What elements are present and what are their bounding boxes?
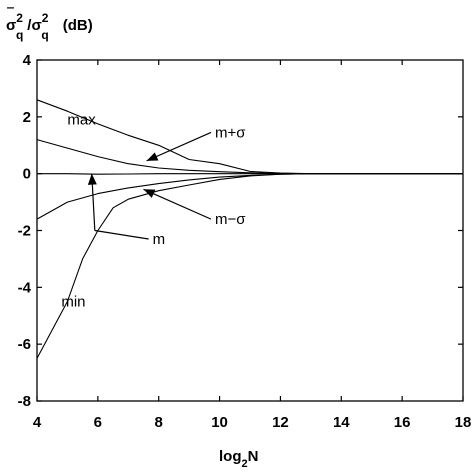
y-tick-label: -6 [18, 336, 31, 353]
x-tick-label: 16 [394, 414, 411, 431]
y-label-num-sub: q [16, 28, 23, 42]
annotation-arrow-line [143, 188, 212, 220]
x-label-base: log [219, 448, 242, 465]
annotation-leader-line [94, 229, 149, 240]
series-label: m−σ [215, 211, 246, 228]
series-line [36, 139, 463, 175]
y-label-num-sup: 2 [16, 11, 23, 25]
x-tick-label: 12 [272, 414, 289, 431]
x-tick-label: 10 [211, 414, 228, 431]
y-label-den-base: σ [31, 17, 41, 34]
y-tick-label: 0 [23, 166, 31, 183]
y-tick-label: -4 [18, 279, 32, 296]
series-line [36, 173, 463, 220]
y-tick-label: 2 [23, 109, 31, 126]
y-tick-label: -2 [18, 223, 31, 240]
y-label-den-sub: q [41, 28, 48, 42]
annotations-layer: max m+σ m−σ m min [61, 112, 246, 311]
y-label-den-sup: 2 [42, 11, 49, 25]
y-axis-label: σ2 q/σ2 q(dB) [6, 11, 93, 42]
y-label-unit: (dB) [63, 17, 93, 34]
y-label-num-base: σ [6, 17, 16, 34]
series-label: m [153, 231, 166, 248]
annotation-arrowhead [143, 189, 156, 198]
series-label: max [67, 112, 96, 129]
x-tick-label: 18 [455, 414, 472, 431]
x-tick-label: 4 [33, 414, 42, 431]
x-axis-label: log2N [219, 448, 258, 470]
y-label-slash: / [27, 17, 32, 34]
annotation-arrowhead [87, 173, 97, 185]
x-tick-label: 6 [94, 414, 102, 431]
y-tick-label: -8 [18, 393, 31, 410]
y-tick-label: 4 [23, 52, 32, 69]
y-label-bar: ‾ [7, 6, 14, 23]
axis-ticks: 4 6 8 10 12 14 16 18 4 2 0 -2 -4 -6 -8 [18, 52, 472, 431]
annotation-arrow-line [146, 131, 212, 162]
x-tick-label: 14 [333, 414, 350, 431]
plot-frame [36, 59, 464, 402]
x-tick-label: 8 [155, 414, 163, 431]
series-line [36, 99, 463, 175]
x-label-var: N [248, 448, 259, 465]
series-label: min [61, 294, 85, 311]
annotation-arrowhead [146, 152, 159, 161]
x-label-sub: 2 [242, 458, 248, 470]
series-label: m+σ [215, 124, 246, 141]
series-layer [36, 99, 463, 359]
series-line [36, 173, 463, 359]
